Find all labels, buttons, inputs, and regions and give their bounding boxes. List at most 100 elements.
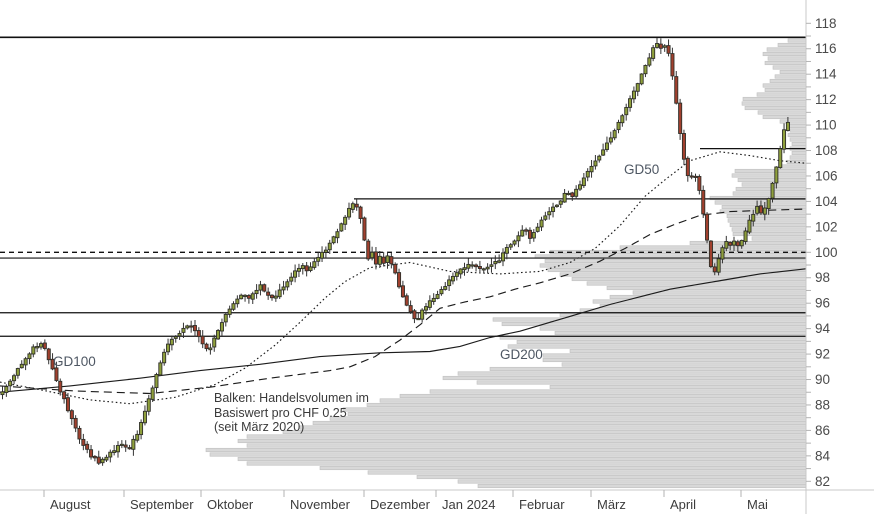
ma-gd50-path	[0, 151, 807, 405]
y-axis-price-label: 88	[815, 397, 830, 412]
candle-up	[604, 142, 609, 150]
candle-up	[135, 433, 140, 441]
candle-up	[543, 215, 548, 220]
y-axis-price-label: 116	[815, 41, 837, 56]
volume-bar	[756, 92, 807, 97]
candle-up	[231, 303, 236, 310]
candle-down	[73, 417, 78, 429]
candle-up	[12, 375, 17, 382]
candle-up	[158, 362, 163, 376]
volume-bar	[539, 326, 807, 331]
candle-up	[578, 184, 583, 190]
y-axis-price-label: 108	[815, 143, 838, 158]
candle-down	[89, 449, 94, 458]
candle-up	[470, 264, 475, 267]
volume-bar	[429, 389, 807, 394]
volume-bar	[774, 74, 807, 79]
volume-bar	[476, 380, 807, 385]
volume-bar	[379, 398, 807, 403]
candle-up	[535, 226, 540, 232]
volume-bar	[772, 65, 807, 70]
volume-bar	[787, 132, 807, 138]
x-axis-month-label: April	[670, 497, 696, 512]
candlesticks	[0, 38, 790, 466]
ma-line-gd100	[0, 208, 807, 395]
candle-up	[762, 207, 767, 215]
candle-down	[196, 330, 201, 338]
volume-bar	[791, 141, 807, 147]
volume-bar	[299, 425, 807, 430]
volume-bar	[209, 452, 807, 457]
candle-up	[501, 252, 506, 262]
candle-down	[697, 176, 702, 191]
candle-up	[312, 261, 317, 268]
volume-bar	[791, 150, 807, 156]
candle-up	[531, 232, 536, 239]
ma-gd200-path	[0, 268, 807, 393]
y-axis-price-label: 84	[815, 448, 831, 463]
volume-bar	[329, 416, 807, 421]
volume-bar	[571, 276, 807, 282]
candle-up	[770, 182, 775, 199]
candle-down	[85, 443, 90, 450]
x-axis-month-label: September	[130, 497, 194, 512]
candle-up	[497, 260, 502, 263]
volume-bar	[542, 357, 807, 363]
candle-up	[350, 203, 355, 210]
candle-down	[96, 456, 101, 464]
candle-up	[254, 289, 259, 295]
volume-bar	[769, 78, 807, 84]
candle-up	[35, 346, 40, 349]
x-axis-month-label: Oktober	[207, 497, 254, 512]
volume-profile-note: Balken: Handelsvolumen im Basiswert pro …	[214, 391, 369, 435]
candle-up	[574, 188, 579, 197]
candle-down	[474, 264, 479, 268]
volume-bar	[777, 42, 807, 48]
candle-up	[662, 45, 667, 48]
volume-bar	[726, 213, 807, 219]
candle-down	[685, 157, 690, 177]
y-axis-price-label: 118	[815, 16, 837, 31]
candle-down	[408, 305, 413, 313]
volume-bar	[507, 344, 807, 349]
volume-bar	[489, 366, 807, 372]
candle-down	[304, 265, 309, 272]
candle-down	[65, 397, 70, 412]
candle-up	[181, 327, 186, 333]
volume-bar	[366, 402, 807, 408]
candle-up	[115, 445, 120, 453]
candle-down	[50, 358, 55, 370]
candle-up	[370, 251, 375, 259]
candle-up	[747, 219, 752, 233]
y-axis-price-label: 102	[815, 219, 838, 234]
candle-down	[246, 295, 251, 299]
candle-up	[331, 236, 336, 244]
volume-bar	[399, 393, 807, 399]
candle-up	[628, 98, 633, 108]
candle-up	[743, 230, 748, 242]
candle-up	[23, 358, 28, 366]
candle-down	[674, 76, 679, 104]
volume-bar	[731, 227, 807, 232]
volume-note-line: Balken: Handelsvolumen im	[214, 391, 369, 405]
volume-bar	[319, 465, 807, 471]
candle-up	[119, 443, 124, 446]
candle-up	[323, 249, 328, 253]
candle-up	[724, 241, 729, 249]
volume-bar	[762, 114, 807, 120]
candle-up	[427, 300, 432, 308]
volume-bar	[764, 60, 807, 66]
candle-down	[728, 241, 733, 246]
candle-down	[477, 266, 482, 269]
volume-bar	[442, 375, 807, 381]
candle-up	[466, 263, 471, 269]
y-axis-price-label: 86	[815, 423, 830, 438]
candle-up	[150, 387, 155, 400]
candle-up	[554, 204, 559, 207]
y-axis-price-label: 112	[815, 92, 837, 107]
candle-up	[520, 229, 525, 237]
candle-down	[269, 294, 274, 299]
